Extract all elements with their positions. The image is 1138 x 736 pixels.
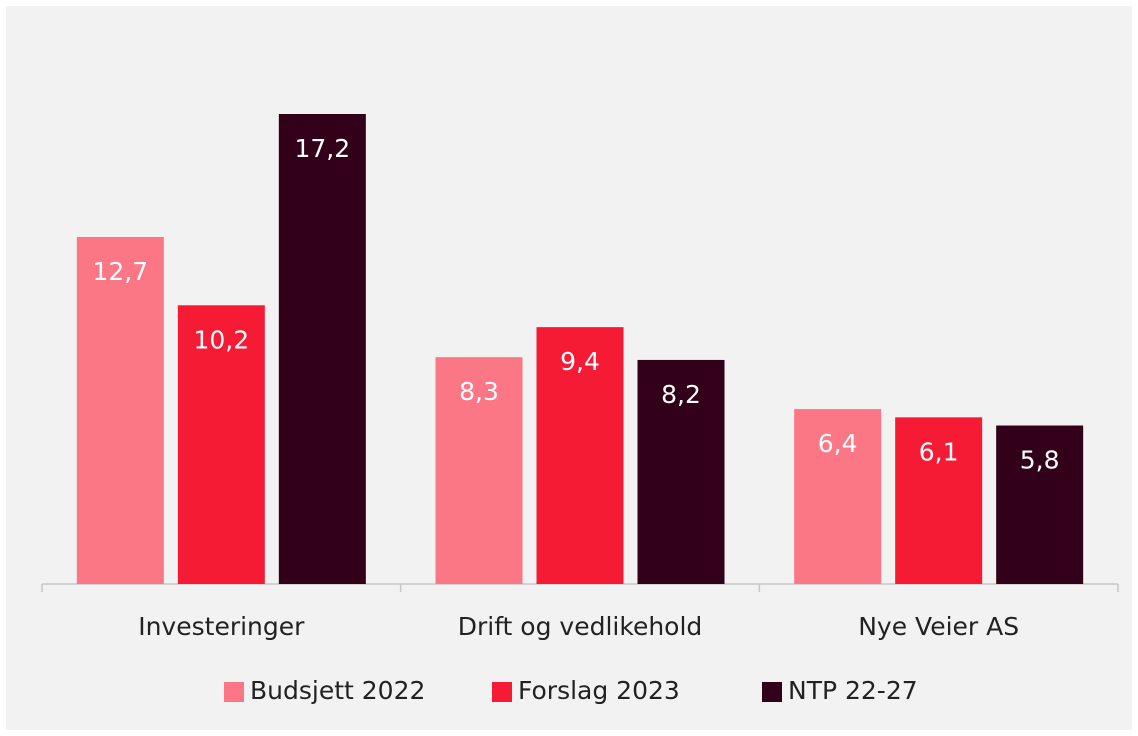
legend-label: Budsjett 2022 xyxy=(250,676,425,705)
data-label: 10,2 xyxy=(193,325,249,354)
legend-swatch xyxy=(224,682,244,702)
x-tick-label: Investeringer xyxy=(138,612,305,641)
bar xyxy=(895,417,983,584)
bar xyxy=(536,327,624,584)
data-label: 8,2 xyxy=(661,380,701,409)
x-tick-label: Drift og vedlikehold xyxy=(458,612,703,641)
legend-swatch xyxy=(492,682,512,702)
data-label: 6,4 xyxy=(818,429,858,458)
bar xyxy=(278,114,366,584)
bar xyxy=(177,305,265,584)
legend-label: Forslag 2023 xyxy=(518,676,680,705)
bar xyxy=(996,425,1084,584)
data-label: 9,4 xyxy=(560,347,600,376)
bar xyxy=(435,357,523,584)
bar xyxy=(794,409,882,584)
bar xyxy=(76,236,164,584)
x-tick-label: Nye Veier AS xyxy=(858,612,1019,641)
data-label: 8,3 xyxy=(459,377,499,406)
data-label: 12,7 xyxy=(92,257,148,286)
legend-label: NTP 22-27 xyxy=(788,676,918,705)
data-label: 6,1 xyxy=(919,437,959,466)
data-label: 17,2 xyxy=(294,134,350,163)
bar xyxy=(637,359,725,584)
data-label: 5,8 xyxy=(1020,446,1060,475)
legend-swatch xyxy=(762,682,782,702)
